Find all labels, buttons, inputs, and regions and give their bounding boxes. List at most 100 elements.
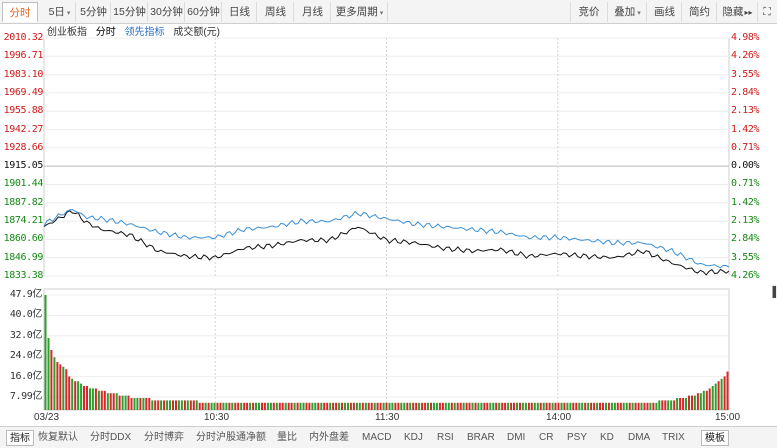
volume-bar [246,402,249,410]
volume-bar [462,402,465,410]
tab-monthly[interactable]: 月线 [295,2,331,22]
volume-bar [676,398,679,410]
volume-bar [536,402,539,410]
indicator-tab[interactable]: DMA [628,432,651,443]
volume-bar [284,402,287,410]
price-tick-label: 1928.66 [3,141,44,153]
volume-bar [720,378,723,410]
volume-bar [379,402,382,410]
tab-intraday[interactable]: 分时 [2,2,38,22]
volume-bar [240,402,243,410]
indicator-tab[interactable]: 恢复默认 [38,432,78,443]
volume-bar [397,402,400,410]
tab-label: 日线 [229,6,250,18]
volume-bar [136,398,139,410]
period-toolbar: 分时 5日 ▾ 5分钟 15分钟 30分钟 60分钟 日线 周线 月线 更多周期 ▾… [0,0,777,24]
tab-15min[interactable]: 15分钟 [112,2,148,22]
volume-bar [255,402,257,410]
volume-bar [83,386,85,410]
expand-icon[interactable]: ⛶ [759,2,775,22]
tab-more-periods[interactable]: 更多周期 ▾ [332,2,388,22]
volume-bar [62,366,65,410]
tab-60min[interactable]: 60分钟 [186,2,222,22]
indicator-tab[interactable]: 指标 [6,430,34,446]
tab-5day[interactable]: 5日 ▾ [44,2,76,22]
volume-bar [596,402,599,410]
double-arrow-right-icon: ▸▸ [744,8,753,17]
caret-down-icon: ▾ [66,10,71,17]
volume-bar [403,402,406,410]
button-label: 隐藏 [722,6,744,18]
volume-bar [65,369,68,410]
volume-bar [180,400,183,410]
volume-bar [569,402,572,410]
indicator-tab[interactable]: TRIX [662,432,685,443]
hide-button[interactable]: 隐藏▸▸ [718,2,758,22]
volume-bar [542,402,545,410]
volume-bar [89,388,91,410]
draw-line-button[interactable]: 画线 [648,2,682,22]
volume-bar [640,402,643,410]
volume-bar [335,402,338,410]
tab-label: 30分钟 [150,6,183,18]
collapse-panel-icon[interactable]: ▐ [769,287,777,298]
tab-label: 月线 [302,6,323,18]
indicator-tab[interactable]: 分时DDX [90,432,132,443]
volume-bar [459,402,462,410]
percent-tick-label: 4.26% [731,50,760,62]
volume-bar [691,395,693,410]
volume-bar [693,395,696,410]
button-label: 画线 [654,6,675,18]
volume-bar [278,402,281,410]
volume-bar [480,402,483,410]
volume-bar [667,400,670,410]
indicator-tab[interactable]: KDJ [404,432,423,443]
indicator-tab[interactable]: KD [600,432,614,443]
volume-bar [634,402,637,410]
volume-bar [646,402,649,410]
indicator-tab[interactable]: 内外盘差 [309,432,349,443]
tab-30min[interactable]: 30分钟 [149,2,185,22]
volume-bar [504,402,507,410]
volume-bar [593,402,596,410]
tab-5min[interactable]: 5分钟 [77,2,111,22]
indicator-tab[interactable]: DMI [507,432,526,443]
lead-indicator-link[interactable]: 领先指标 [124,27,165,38]
price-tick-label: 1860.60 [3,233,44,245]
volume-bar [305,402,308,410]
simple-mode-button[interactable]: 简约 [683,2,717,22]
volume-bar [711,386,714,410]
percent-tick-label: 3.55% [731,68,760,80]
volume-bar [127,395,130,410]
volume-bar [151,400,154,410]
indicator-tab[interactable]: PSY [567,432,588,443]
volume-bar [575,402,578,410]
indicator-tab[interactable]: 量比 [277,432,297,443]
volume-bar [578,402,581,410]
tab-weekly[interactable]: 周线 [258,2,294,22]
indicator-tab[interactable]: CR [539,432,554,443]
price-line [43,210,730,276]
volume-bar [376,402,379,410]
volume-bar [631,402,634,410]
price-tick-label: 2010.32 [3,32,44,43]
volume-bar [263,402,266,410]
volume-bar [216,402,219,410]
volume-bar [510,402,513,410]
volume-bar [388,402,391,410]
indicator-tab[interactable]: RSI [437,432,454,443]
volume-bar [679,398,682,410]
indicator-tab[interactable]: BRAR [467,432,495,443]
indicator-tab[interactable]: 模板 [701,430,729,446]
auction-button[interactable]: 竞价 [570,2,608,22]
indicator-tab[interactable]: 分时博弈 [144,432,184,443]
tab-daily[interactable]: 日线 [223,2,257,22]
indicator-tab[interactable]: 分时沪股通净额 [196,432,266,443]
volume-bar [367,402,370,410]
indicator-tab[interactable]: MACD [362,432,392,443]
percent-tick-label: 0.71% [731,141,760,153]
volume-bar [177,400,180,410]
overlay-button[interactable]: 叠加 ▾ [609,2,647,22]
volume-bar [53,357,56,410]
